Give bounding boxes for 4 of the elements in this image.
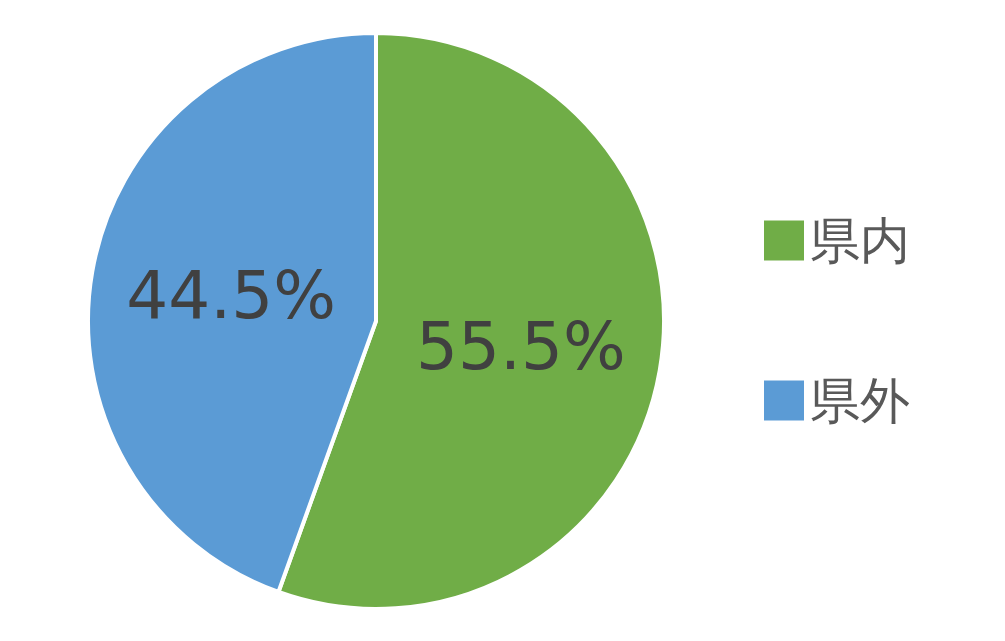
data-label: 55.5% [415,307,626,385]
data-label: 44.5% [126,257,337,335]
legend-label: 県外 [810,371,910,430]
legend-label: 県内 [810,211,910,270]
